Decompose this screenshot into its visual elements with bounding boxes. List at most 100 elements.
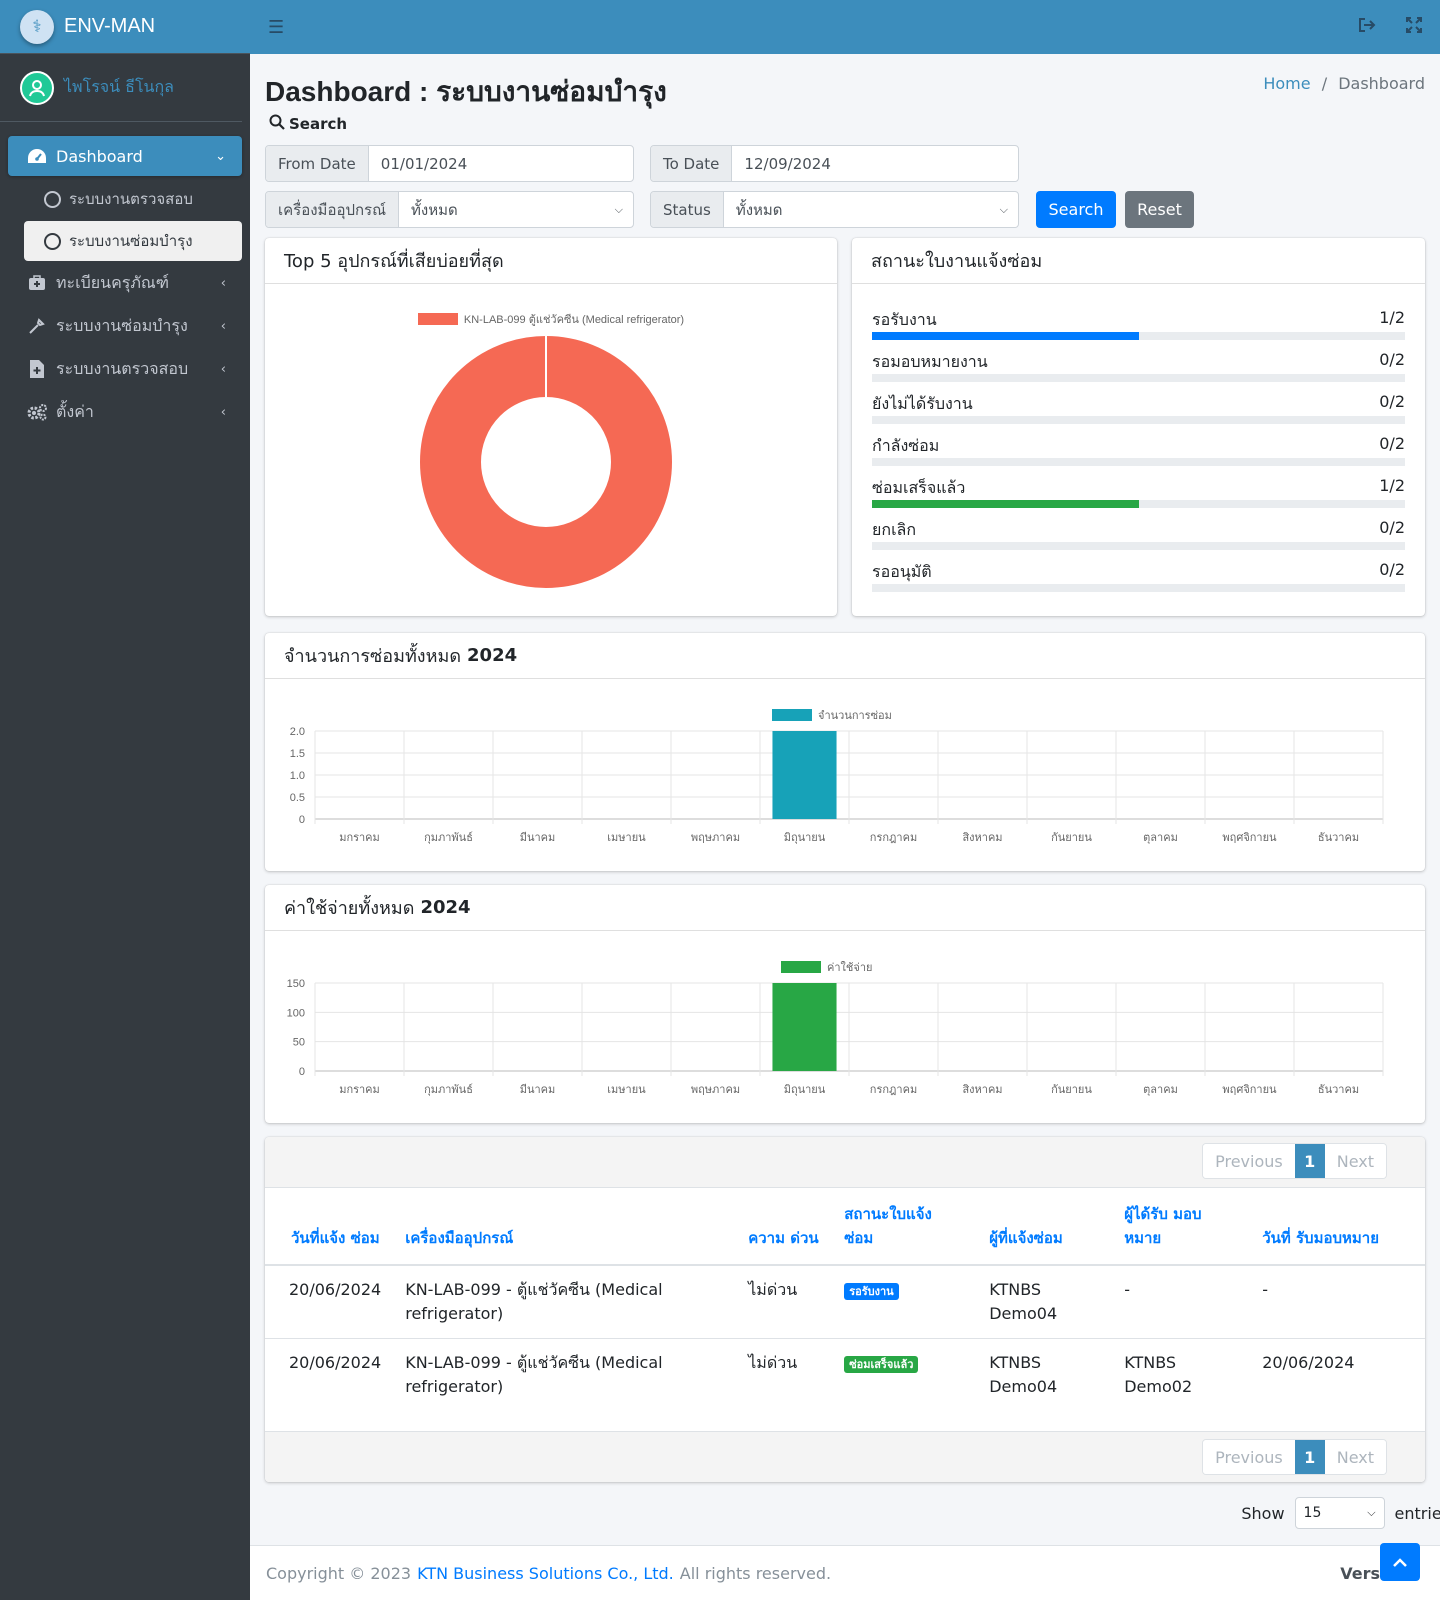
column-header[interactable]: เครื่องมืออุปกรณ์ xyxy=(393,1188,737,1266)
sidebar-item-label: Dashboard xyxy=(56,146,143,166)
user-panel[interactable]: ไพโรจน์ ธีโนกุล xyxy=(0,54,242,122)
status-label: รออนุมัติ xyxy=(872,562,932,581)
status-select[interactable]: ทั้งหมด xyxy=(735,200,783,219)
from-date-input[interactable]: 01/01/2024 xyxy=(380,154,468,173)
x-tick-label: มกราคม xyxy=(339,832,380,844)
repair-status-card: สถานะใบงานแจ้งซ่อม รอรับงาน 1/2 รอมอบหมา… xyxy=(852,238,1425,616)
column-header[interactable]: วันที่ รับมอบหมาย xyxy=(1250,1188,1425,1266)
pagination-page[interactable]: 1 xyxy=(1294,1440,1325,1474)
circle-icon xyxy=(44,232,61,250)
x-tick-label: เมษายน xyxy=(607,832,646,844)
legend-label: จำนวนการซ่อม xyxy=(818,710,892,722)
y-tick-label: 0 xyxy=(299,814,305,826)
sidebar-item-settings[interactable]: ตั้งค่า ‹ xyxy=(8,392,242,432)
x-tick-label: พฤษภาคม xyxy=(691,1084,740,1096)
column-header[interactable]: สถานะใบแจ้ง ซ่อม xyxy=(832,1188,978,1266)
card-title: ค่าใช้จ่ายทั้งหมด 2024 xyxy=(265,885,1425,931)
search-button[interactable]: Search xyxy=(1036,191,1116,228)
column-header[interactable]: วันที่แจ้ง ซ่อม xyxy=(265,1188,394,1266)
status-label: กำลังซ่อม xyxy=(872,436,940,455)
column-header[interactable]: ความ ด่วน xyxy=(736,1188,833,1266)
pagination-previous[interactable]: Previous xyxy=(1203,1440,1295,1474)
breadcrumb: Home / Dashboard xyxy=(1263,74,1425,93)
breadcrumb-home-link[interactable]: Home xyxy=(1263,74,1311,93)
x-tick-label: สิงหาคม xyxy=(962,1084,1002,1096)
user-name[interactable]: ไพโรจน์ ธีโนกุล xyxy=(64,77,174,96)
search-section-title: Search xyxy=(269,114,347,134)
equipment-filter-label: เครื่องมืออุปกรณ์ xyxy=(266,192,400,227)
x-tick-label: ตุลาคม xyxy=(1143,832,1178,844)
sidebar-subitem-inspection[interactable]: ระบบงานตรวจสอบ xyxy=(24,179,242,219)
equipment-select[interactable]: ทั้งหมด xyxy=(411,200,458,219)
y-tick-label: 0.5 xyxy=(290,792,305,804)
table-header-row: วันที่แจ้ง ซ่อม เครื่องมืออุปกรณ์ ความ ด… xyxy=(265,1188,1425,1266)
to-date-input[interactable]: 12/09/2024 xyxy=(744,154,831,173)
status-progress-row: ยังไม่ได้รับงาน 0/2 xyxy=(872,382,1405,424)
chevron-down-icon[interactable]: ⌵ xyxy=(614,202,623,216)
from-date-label: From Date xyxy=(266,146,369,181)
status-count: 0/2 xyxy=(1379,560,1405,579)
y-tick-label: 100 xyxy=(287,1007,305,1019)
x-tick-label: มิถุนายน xyxy=(784,1084,826,1096)
x-tick-label: ตุลาคม xyxy=(1143,1084,1178,1096)
brand-link[interactable]: ⚕ ENV-MAN xyxy=(0,0,250,54)
equipment-filter-group: เครื่องมืออุปกรณ์ ทั้งหมด ⌵ xyxy=(265,191,634,228)
status-filter-label: Status xyxy=(651,192,724,227)
x-tick-label: กรกฎาคม xyxy=(870,832,917,844)
legend-swatch xyxy=(772,709,812,721)
status-count: 0/2 xyxy=(1379,518,1405,537)
x-tick-label: กันยายน xyxy=(1051,832,1092,844)
back-to-top-button[interactable] xyxy=(1380,1543,1420,1581)
card-title-text: จำนวนการซ่อมทั้งหมด xyxy=(284,646,462,667)
table-row[interactable]: 20/06/2024 KN-LAB-099 - ตู้แช่วัคซีน (Me… xyxy=(265,1264,1425,1339)
cost-bar-chart[interactable]: ค่าใช้จ่าย 150 100 50 0 มกราคม กุมภาพันธ์ มีนาค… xyxy=(265,933,1425,1121)
status-progress-row: กำลังซ่อม 0/2 xyxy=(872,424,1405,466)
sidebar-item-equipment-registry[interactable]: ทะเบียนครุภัณฑ์ ‹ xyxy=(8,263,242,303)
pagination-next[interactable]: Next xyxy=(1324,1144,1386,1178)
hamburger-menu-icon[interactable]: ☰ xyxy=(268,16,285,38)
donut-legend[interactable]: KN-LAB-099 ตู้แช่วัคซีน (Medical refrige… xyxy=(265,310,837,328)
footer: Copyright © 2023 KTN Business Solutions … xyxy=(250,1545,1440,1600)
table-top-bar: Previous 1 Next xyxy=(265,1137,1425,1188)
fullscreen-icon[interactable] xyxy=(1406,16,1422,38)
pagination-previous[interactable]: Previous xyxy=(1203,1144,1295,1178)
x-tick-label: สิงหาคม xyxy=(962,832,1002,844)
sidebar-item-label: ระบบงานซ่อมบำรุง xyxy=(69,232,193,250)
pagination-page[interactable]: 1 xyxy=(1294,1144,1325,1178)
sidebar-item-dashboard[interactable]: Dashboard ⌄ xyxy=(8,136,242,176)
legend-swatch xyxy=(781,961,821,973)
pagination-bottom: Previous 1 Next xyxy=(1202,1439,1387,1475)
repair-count-bar xyxy=(772,731,837,819)
status-count: 0/2 xyxy=(1379,350,1405,369)
status-label: รอมอบหมายงาน xyxy=(872,352,988,371)
sidebar-item-label: ระบบงานตรวจสอบ xyxy=(69,190,193,208)
entries-select[interactable]: 15 ⌵ xyxy=(1294,1497,1385,1529)
x-tick-label: กุมภาพันธ์ xyxy=(424,831,473,844)
column-header[interactable]: ผู้ได้รับ มอบหมาย xyxy=(1112,1188,1251,1266)
chevron-down-icon[interactable]: ⌵ xyxy=(999,202,1008,216)
footer-rights: All rights reserved. xyxy=(679,1563,832,1583)
reset-button[interactable]: Reset xyxy=(1125,191,1194,228)
footer-company-link[interactable]: KTN Business Solutions Co., Ltd. xyxy=(417,1563,674,1583)
pagination-next[interactable]: Next xyxy=(1324,1440,1386,1474)
x-tick-label: มีนาคม xyxy=(520,1083,556,1096)
sidebar-item-label: ระบบงานตรวจสอบ xyxy=(56,358,189,378)
legend-label: KN-LAB-099 ตู้แช่วัคซีน (Medical refrige… xyxy=(463,314,685,326)
x-tick-label: พฤษภาคม xyxy=(691,832,740,844)
x-tick-label: กุมภาพันธ์ xyxy=(424,1083,473,1096)
column-header[interactable]: ผู้ที่แจ้งซ่อม xyxy=(977,1188,1113,1266)
status-count: 1/2 xyxy=(1379,308,1405,327)
sidebar-item-maintenance[interactable]: ระบบงานซ่อมบำรุง ‹ xyxy=(8,306,242,346)
search-icon xyxy=(269,114,285,134)
sidebar-subitem-maintenance[interactable]: ระบบงานซ่อมบำรุง xyxy=(24,221,242,261)
x-tick-label: ธันวาคม xyxy=(1318,832,1359,844)
cell-equipment: KN-LAB-099 - ตู้แช่วัคซีน (Medical refri… xyxy=(393,1264,737,1339)
sidebar-item-inspection[interactable]: ระบบงานตรวจสอบ ‹ xyxy=(8,349,242,389)
status-progress-row: รอมอบหมายงาน 0/2 xyxy=(872,340,1405,382)
repair-count-bar-chart[interactable]: จำนวนการซ่อม 2.0 1.5 1.0 0.5 0 มกราคม กุมภาพันธ… xyxy=(265,681,1425,869)
table-row[interactable]: 20/06/2024 KN-LAB-099 - ตู้แช่วัคซีน (Me… xyxy=(265,1338,1425,1411)
sign-out-icon[interactable] xyxy=(1358,17,1376,38)
cell-status: รอรับงาน xyxy=(832,1264,978,1339)
donut-chart[interactable] xyxy=(265,326,837,606)
card-title-text: ค่าใช้จ่ายทั้งหมด xyxy=(284,898,415,919)
